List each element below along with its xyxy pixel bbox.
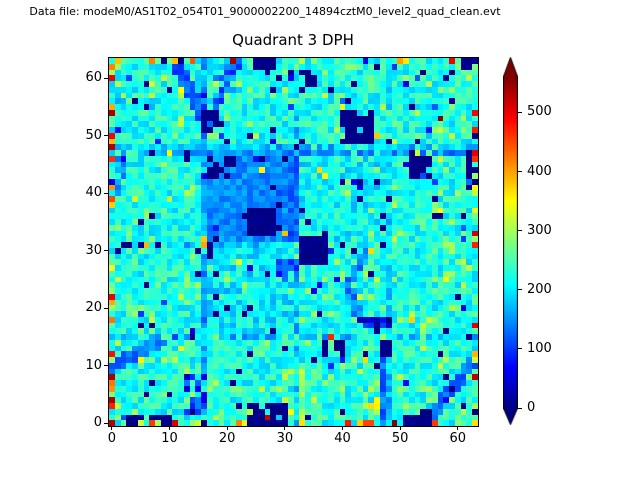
y-tick-mark: [104, 135, 108, 137]
plot-area: [108, 57, 479, 427]
colorbar-tick-label: 100: [527, 340, 552, 356]
y-tick-label: 30: [85, 242, 102, 258]
y-tick-label: 10: [85, 357, 102, 373]
y-tick-mark: [104, 307, 108, 309]
y-tick-label: 20: [85, 300, 102, 316]
y-tick-mark: [104, 192, 108, 194]
x-tick-label: 0: [107, 431, 117, 446]
x-tick-mark: [111, 426, 113, 430]
y-tick-mark: [104, 365, 108, 367]
x-tick-mark: [399, 426, 401, 430]
colorbar-tick-mark: [518, 348, 522, 350]
colorbar-tick-label: 500: [527, 104, 552, 120]
colorbar-tick-label: 400: [527, 163, 552, 179]
colorbar: [503, 57, 518, 425]
x-tick-mark: [457, 426, 459, 430]
y-tick-mark: [104, 250, 108, 252]
y-tick-label: 0: [93, 415, 102, 431]
x-tick-label: 10: [161, 431, 178, 446]
data-file-annotation: Data file: modeM0/AS1T02_054T01_90000022…: [29, 5, 501, 18]
x-tick-mark: [226, 426, 228, 430]
x-tick-label: 40: [334, 431, 351, 446]
y-tick-label: 50: [85, 127, 102, 143]
colorbar-tick-label: 200: [527, 281, 552, 297]
chart-title: Quadrant 3 DPH: [232, 31, 354, 49]
colorbar-tick-mark: [518, 230, 522, 232]
colorbar-tick-mark: [518, 171, 522, 173]
y-tick-mark: [104, 77, 108, 79]
x-tick-label: 20: [218, 431, 236, 446]
x-tick-label: 30: [276, 431, 294, 446]
colorbar-tick-label: 0: [527, 400, 536, 415]
x-tick-label: 50: [391, 431, 409, 446]
x-tick-mark: [284, 426, 286, 430]
colorbar-tick-mark: [518, 111, 522, 113]
heatmap-image: [109, 58, 478, 426]
y-tick-mark: [104, 422, 108, 424]
y-tick-label: 40: [85, 185, 102, 201]
x-tick-mark: [342, 426, 343, 430]
colorbar-tick-label: 300: [527, 222, 552, 238]
colorbar-tick-mark: [518, 289, 522, 291]
x-tick-mark: [169, 426, 171, 430]
x-tick-label: 60: [449, 431, 467, 446]
colorbar-tick-mark: [518, 407, 522, 409]
y-tick-label: 60: [85, 70, 102, 86]
